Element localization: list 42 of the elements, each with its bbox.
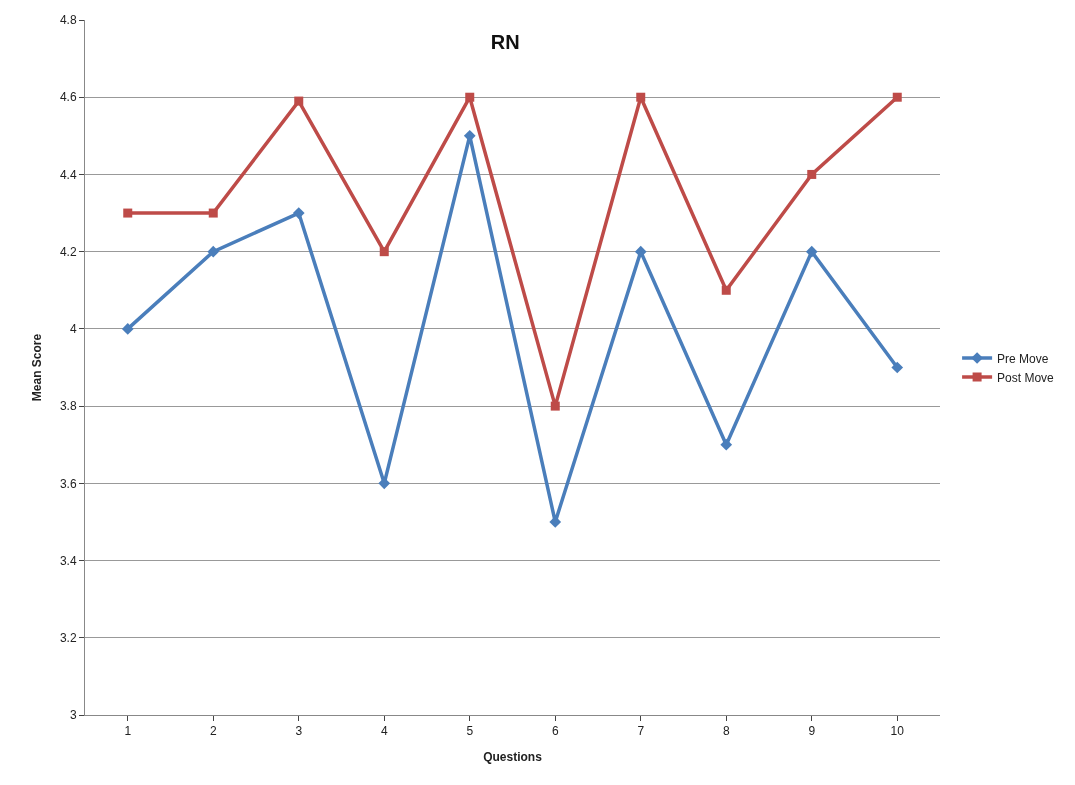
x-axis-title: Questions xyxy=(483,750,543,765)
x-tick-label: 2 xyxy=(209,724,217,739)
x-tick-label: 1 xyxy=(124,724,132,739)
y-tick-label: 3 xyxy=(69,708,77,723)
y-tick-label: 4.6 xyxy=(59,90,77,105)
point xyxy=(294,96,304,106)
point xyxy=(123,208,133,218)
point xyxy=(208,208,218,218)
point xyxy=(891,361,904,374)
legend-label: Post Move xyxy=(997,370,1055,385)
x-tick-label: 7 xyxy=(637,724,645,739)
point xyxy=(634,245,647,258)
x-tick-label: 4 xyxy=(380,724,388,739)
point xyxy=(720,438,733,451)
point xyxy=(636,92,646,102)
point xyxy=(721,285,731,295)
y-axis-title: Mean Score xyxy=(30,333,45,402)
text: RN xyxy=(490,31,520,54)
point xyxy=(207,245,220,258)
x-tick-label: 9 xyxy=(808,724,816,739)
point xyxy=(805,245,818,258)
y-tick-label: 4.8 xyxy=(59,13,77,28)
point xyxy=(465,92,475,102)
point xyxy=(892,92,902,102)
y-tick-label: 4 xyxy=(69,322,77,337)
point xyxy=(121,323,134,335)
point xyxy=(379,247,389,257)
y-tick-label: 4.4 xyxy=(59,167,77,182)
x-tick-label: 8 xyxy=(722,724,730,739)
y-tick-label: 3.8 xyxy=(59,399,77,414)
y-tick-label: 3.4 xyxy=(59,553,77,568)
y-tick-label: 3.2 xyxy=(59,630,77,645)
x-tick-label: 5 xyxy=(466,724,474,739)
point xyxy=(807,169,817,179)
x-tick-label: 3 xyxy=(295,724,303,739)
point xyxy=(550,401,560,411)
point xyxy=(292,207,305,219)
x-tick-label: 10 xyxy=(890,724,905,739)
x-tick-label: 6 xyxy=(551,724,559,739)
y-tick-label: 4.2 xyxy=(59,244,77,259)
legend-label: Pre Move xyxy=(997,351,1049,366)
y-tick-label: 3.6 xyxy=(59,476,77,491)
